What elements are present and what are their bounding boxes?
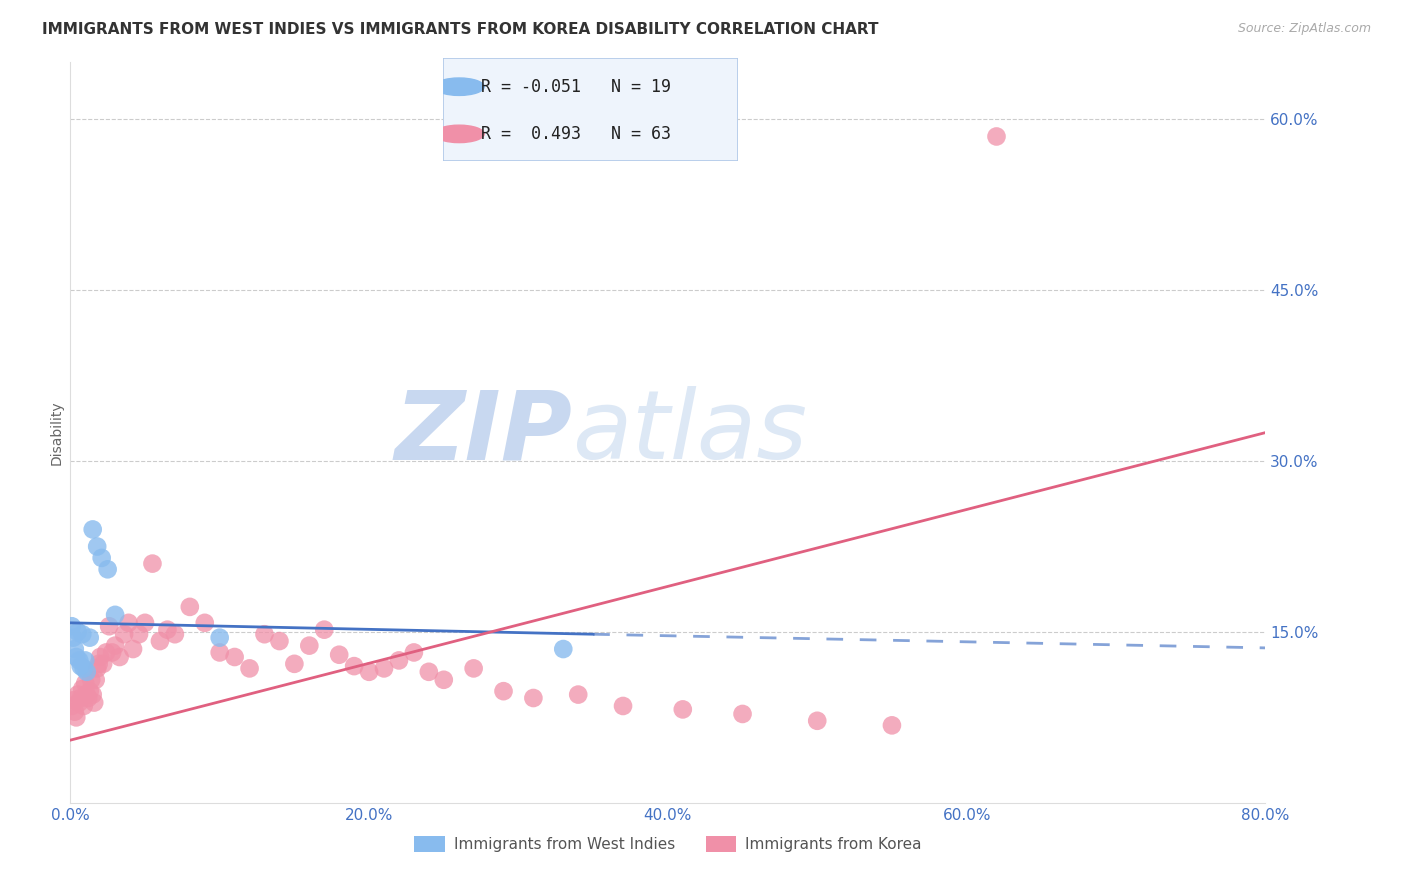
Point	[101, 645, 124, 659]
Point	[98, 619, 121, 633]
Point	[67, 653, 90, 667]
Point	[402, 645, 425, 659]
Point	[239, 661, 262, 675]
Point	[328, 648, 350, 662]
Point	[880, 718, 903, 732]
Point	[60, 619, 83, 633]
Point	[77, 691, 100, 706]
Point	[60, 698, 83, 713]
Text: Source: ZipAtlas.com: Source: ZipAtlas.com	[1237, 22, 1371, 36]
Point	[359, 665, 381, 679]
Point	[208, 631, 231, 645]
Point	[62, 631, 84, 645]
Point	[82, 688, 104, 702]
Point	[69, 691, 91, 706]
Point	[553, 642, 575, 657]
FancyBboxPatch shape	[443, 58, 738, 161]
Point	[89, 650, 111, 665]
Point	[806, 714, 828, 728]
Point	[156, 623, 179, 637]
Point	[70, 627, 93, 641]
Y-axis label: Disability: Disability	[49, 401, 63, 465]
Text: R = -0.051   N = 19: R = -0.051 N = 19	[481, 78, 671, 95]
Text: R =  0.493   N = 63: R = 0.493 N = 63	[481, 125, 671, 143]
Point	[612, 698, 634, 713]
Circle shape	[434, 78, 484, 95]
Point	[208, 645, 231, 659]
Point	[75, 653, 97, 667]
Point	[112, 627, 135, 641]
Point	[134, 615, 156, 630]
Point	[90, 550, 112, 565]
Point	[87, 657, 110, 671]
Point	[73, 698, 96, 713]
Point	[388, 653, 411, 667]
Point	[163, 627, 186, 641]
Point	[298, 639, 321, 653]
Point	[76, 688, 98, 702]
Legend: Immigrants from West Indies, Immigrants from Korea: Immigrants from West Indies, Immigrants …	[408, 830, 928, 858]
Point	[418, 665, 440, 679]
Point	[108, 650, 131, 665]
Point	[62, 693, 84, 707]
Point	[373, 661, 395, 675]
Point	[75, 676, 97, 690]
Point	[84, 673, 107, 687]
Point	[522, 691, 544, 706]
Point	[149, 634, 172, 648]
Point	[91, 657, 114, 671]
Point	[314, 623, 336, 637]
Point	[83, 696, 105, 710]
Point	[69, 659, 91, 673]
Point	[80, 673, 103, 687]
Point	[117, 615, 139, 630]
Point	[66, 688, 89, 702]
Point	[122, 642, 145, 657]
Point	[104, 607, 127, 622]
Point	[194, 615, 217, 630]
Point	[986, 129, 1008, 144]
Text: atlas: atlas	[572, 386, 807, 479]
Point	[463, 661, 485, 675]
Point	[67, 696, 90, 710]
Point	[179, 599, 201, 614]
Point	[65, 650, 87, 665]
Point	[141, 557, 163, 571]
Point	[76, 665, 98, 679]
Circle shape	[434, 125, 484, 143]
Point	[97, 562, 120, 576]
Point	[269, 634, 291, 648]
Point	[253, 627, 276, 641]
Point	[433, 673, 456, 687]
Point	[63, 642, 86, 657]
Point	[672, 702, 695, 716]
Point	[343, 659, 366, 673]
Text: ZIP: ZIP	[394, 386, 572, 479]
Point	[70, 681, 93, 696]
Point	[66, 624, 89, 639]
Point	[567, 688, 589, 702]
Point	[96, 645, 118, 659]
Point	[63, 705, 86, 719]
Point	[128, 627, 150, 641]
Point	[65, 710, 87, 724]
Point	[79, 684, 101, 698]
Point	[492, 684, 515, 698]
Point	[79, 631, 101, 645]
Point	[86, 661, 108, 675]
Point	[283, 657, 305, 671]
Point	[82, 523, 104, 537]
Point	[731, 706, 754, 721]
Point	[224, 650, 246, 665]
Point	[73, 661, 96, 675]
Text: IMMIGRANTS FROM WEST INDIES VS IMMIGRANTS FROM KOREA DISABILITY CORRELATION CHAR: IMMIGRANTS FROM WEST INDIES VS IMMIGRANT…	[42, 22, 879, 37]
Point	[104, 639, 127, 653]
Point	[86, 540, 108, 554]
